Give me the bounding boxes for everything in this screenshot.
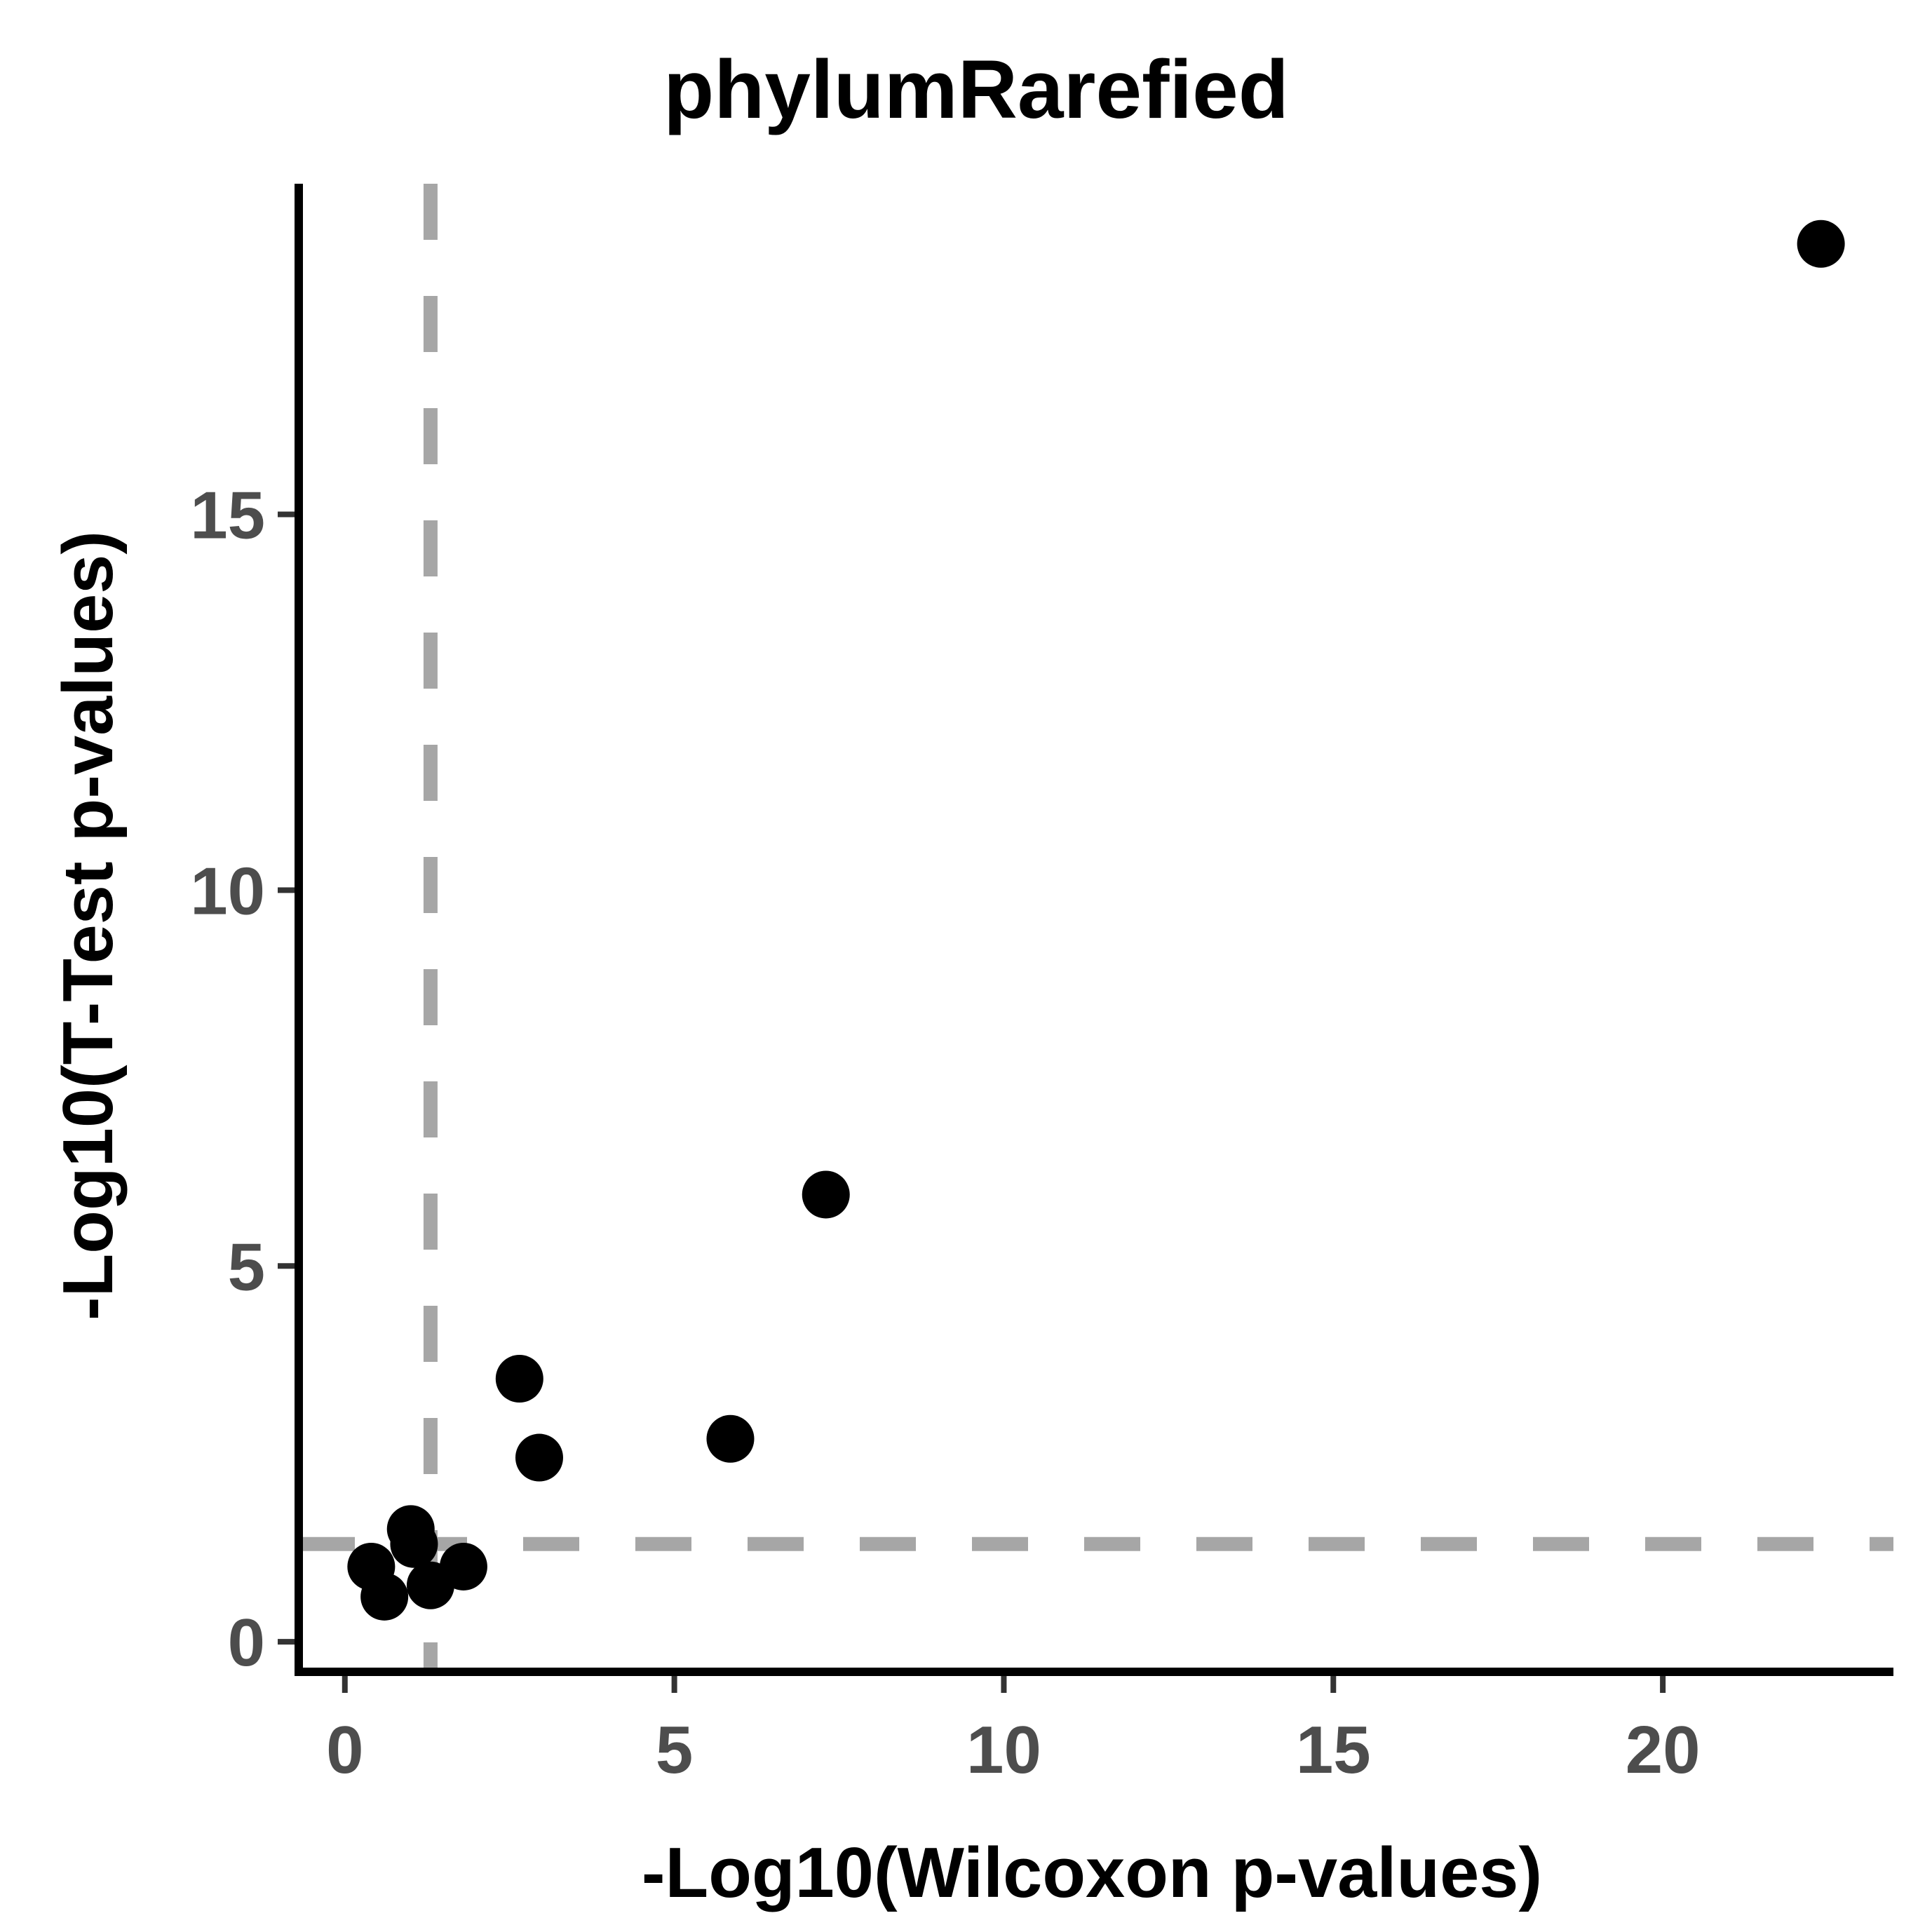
x-tick-label: 0 (326, 1713, 363, 1788)
y-tick-label: 5 (228, 1229, 265, 1304)
data-point (706, 1414, 755, 1463)
reference-lines (299, 184, 1893, 1672)
data-points (347, 219, 1845, 1621)
x-tick-label: 10 (966, 1713, 1041, 1788)
y-axis-title: -Log10(T-Test p-values) (49, 531, 128, 1320)
x-tick-label: 20 (1626, 1713, 1701, 1788)
y-tick-label: 15 (190, 478, 265, 553)
axes (295, 184, 1893, 1676)
data-point (1797, 219, 1845, 268)
x-tick-label: 15 (1296, 1713, 1371, 1788)
axis-ticks: 0 5 10 15 20 0 5 10 15 (190, 478, 1700, 1788)
x-axis-title: -Log10(Wilcoxon p-values) (642, 1834, 1542, 1912)
x-tick-label: 5 (656, 1713, 693, 1788)
y-tick-label: 10 (190, 853, 265, 928)
data-point (495, 1355, 543, 1403)
y-tick-label: 0 (228, 1605, 265, 1680)
data-point (439, 1542, 487, 1590)
chart-title: phylumRarefied (663, 43, 1289, 136)
data-point (360, 1572, 409, 1621)
data-point (515, 1433, 563, 1482)
data-point (390, 1520, 438, 1568)
data-point (802, 1170, 850, 1219)
